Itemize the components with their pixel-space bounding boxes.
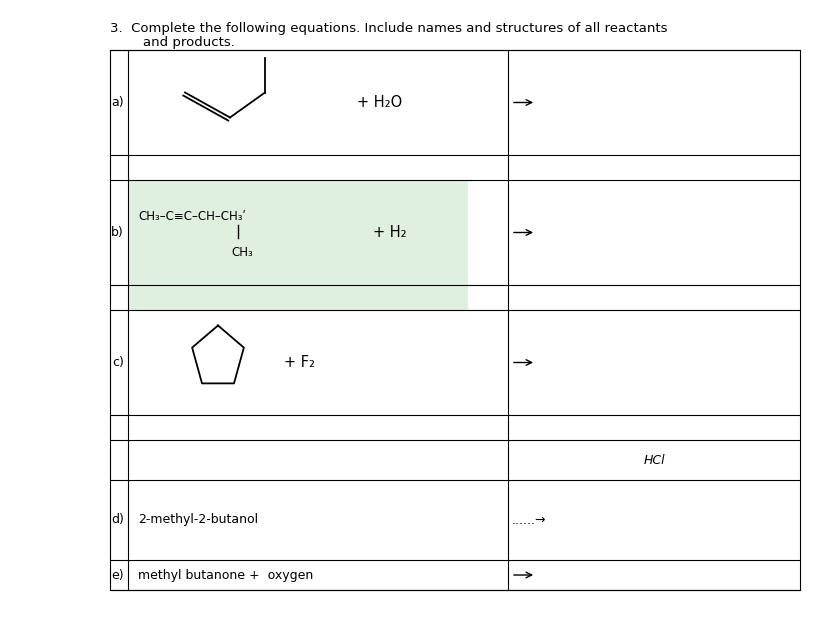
Text: HCl: HCl [643,453,664,466]
Text: CH₃–C≡C–CH–CH₃ʹ: CH₃–C≡C–CH–CH₃ʹ [138,210,246,223]
Text: methyl butanone +  oxygen: methyl butanone + oxygen [138,569,313,582]
Text: 3.  Complete the following equations. Include names and structures of all reacta: 3. Complete the following equations. Inc… [110,22,667,35]
Text: d): d) [111,513,124,526]
Text: c): c) [112,356,124,369]
Text: and products.: and products. [126,36,235,49]
Text: CH₃: CH₃ [231,246,252,259]
Bar [128,180,467,310]
Text: e): e) [112,569,124,582]
Text: + F₂: + F₂ [284,355,315,370]
Text: b): b) [111,226,124,239]
Bar [110,50,799,590]
Text: + H₂: + H₂ [373,225,406,240]
Text: a): a) [112,96,124,109]
Text: ......→: ......→ [511,513,546,526]
Text: 2-methyl-2-butanol: 2-methyl-2-butanol [138,513,258,526]
Text: + H₂O: + H₂O [357,95,402,110]
